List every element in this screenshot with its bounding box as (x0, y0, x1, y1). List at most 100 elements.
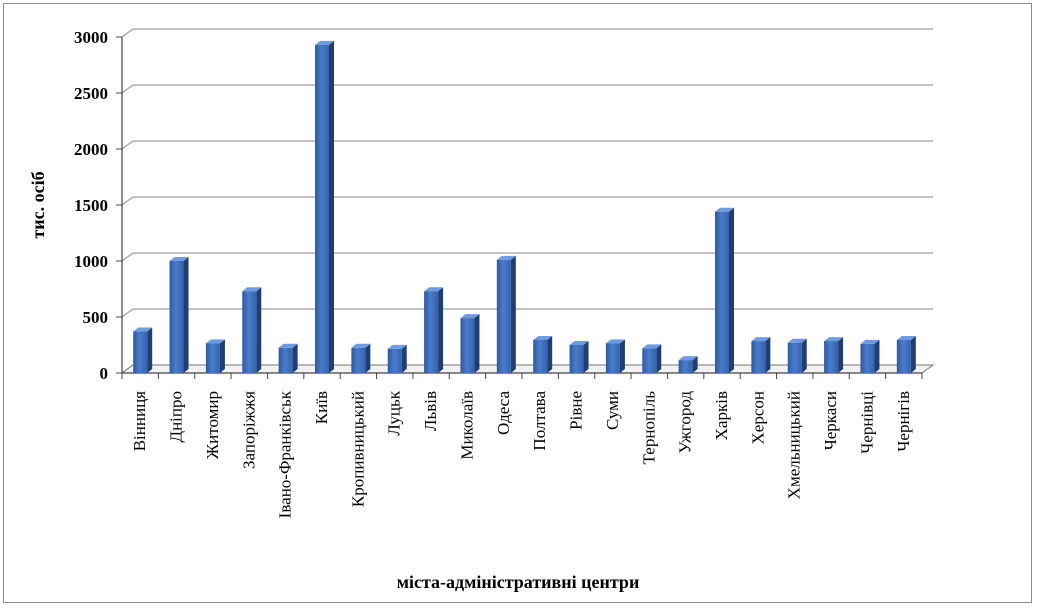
bar-front (242, 291, 257, 373)
gridline-depth (121, 84, 134, 94)
bar-top (387, 344, 407, 349)
bars (133, 40, 916, 374)
bar (496, 255, 516, 373)
gridline-depth (121, 196, 134, 206)
y-axis-title: тис. осіб (28, 171, 48, 238)
x-tick-label: Львів (421, 391, 440, 431)
bar-side (219, 339, 225, 373)
bar-front (751, 341, 766, 373)
x-tick-label: Чернігів (894, 391, 913, 452)
bar-side (547, 335, 553, 373)
bar-front (824, 341, 839, 373)
gridline-depth (121, 252, 134, 262)
bar-front (715, 211, 729, 373)
bar-front (424, 291, 439, 373)
x-tick-label: Житомир (203, 391, 222, 459)
bar-side (510, 255, 516, 373)
bar-front (205, 343, 220, 373)
bar (278, 343, 298, 373)
gridline-depth (121, 140, 134, 150)
bar-top (460, 314, 480, 319)
bar (460, 314, 480, 373)
bar-side (838, 337, 844, 373)
bar-front (278, 347, 293, 373)
x-tick-label: Чернівці (857, 391, 876, 454)
x-tick-label: Полтава (530, 391, 549, 451)
y-tick-label: 2000 (74, 140, 108, 159)
bar-front (787, 342, 802, 373)
x-tick-labels: Вінниця Дніпро Житомир Запоріжжя Івано-Франк… (130, 390, 913, 518)
bar-top (496, 255, 516, 260)
bar-top (751, 337, 771, 342)
bar-front (496, 259, 511, 373)
bar-top (424, 287, 444, 292)
y-tick-labels: 0 500 1000 1500 2000 2500 3000 (74, 28, 108, 383)
y-tick-label: 0 (100, 364, 109, 383)
x-tick-label: Харків (712, 391, 731, 440)
bar (896, 335, 916, 373)
bar-top (205, 339, 225, 344)
bar-top (642, 344, 662, 349)
bar (824, 337, 844, 373)
bar-top (715, 207, 734, 212)
bar-side (910, 335, 916, 373)
bar-side (692, 356, 698, 373)
gridline-depth (121, 28, 134, 38)
bar-top (605, 339, 625, 344)
bar-front (569, 345, 584, 373)
bar-top (133, 327, 153, 332)
x-tick-label: Запоріжжя (239, 391, 258, 469)
bar (787, 338, 807, 373)
bar (169, 257, 189, 373)
bar-front (605, 343, 620, 373)
bar-top (315, 40, 334, 45)
y-tick-label: 500 (83, 308, 109, 327)
bar-side (438, 287, 444, 373)
bar-top (678, 356, 698, 361)
bar-side (656, 344, 662, 373)
bar-side (729, 207, 734, 373)
chart-frame (3, 3, 1032, 603)
bar (133, 327, 153, 373)
bar-side (147, 327, 153, 373)
bar (678, 356, 698, 373)
bar (351, 343, 371, 373)
bar (242, 287, 262, 373)
bar-side (401, 344, 407, 373)
bar-front (315, 44, 329, 374)
bar-side (329, 40, 334, 374)
bar-front (678, 360, 693, 373)
bar (315, 40, 334, 374)
bar-top (787, 338, 807, 343)
bar-top (169, 257, 189, 261)
x-tick-label: Кропивницький (348, 391, 367, 507)
bar-top (351, 343, 371, 348)
bar-front (896, 339, 911, 373)
bar-front (387, 348, 402, 373)
bar (569, 341, 589, 373)
x-tick-label: Луцьк (385, 390, 404, 435)
bar (424, 287, 444, 373)
bar-side (292, 343, 298, 373)
bar-top (896, 335, 916, 340)
x-tick-label: Київ (312, 391, 331, 424)
bar-front (860, 343, 875, 373)
gridline-depth (121, 308, 134, 318)
bar-side (801, 338, 807, 373)
bar-side (583, 341, 589, 373)
y-tick-label: 1000 (74, 252, 108, 271)
bar-side (765, 337, 771, 373)
x-tick-label: Одеса (494, 391, 513, 435)
bar (715, 207, 734, 373)
bar-top (569, 341, 589, 345)
bar-front (533, 339, 548, 373)
x-tick-label: Рівне (567, 391, 586, 430)
x-tick-label: Ужгород (676, 391, 695, 454)
y-tick-label: 1500 (74, 196, 108, 215)
bar-side (365, 343, 371, 373)
y-tick-label: 3000 (74, 28, 108, 47)
bar (205, 339, 225, 373)
bar-side (619, 339, 625, 373)
